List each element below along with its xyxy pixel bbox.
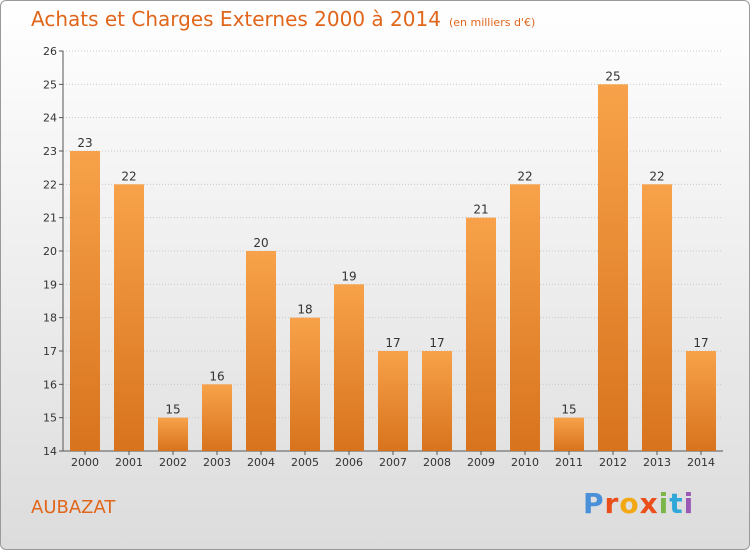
x-tick-label-2001: 2001	[115, 456, 143, 469]
data-label-2005: 18	[297, 303, 312, 317]
x-tick-label-2000: 2000	[71, 456, 99, 469]
data-label-2004: 20	[253, 236, 268, 250]
data-label-2013: 22	[649, 169, 664, 183]
bar-2002	[158, 417, 188, 451]
y-tick-label-16: 16	[43, 378, 57, 391]
y-tick-label-19: 19	[43, 278, 57, 291]
y-tick-label-22: 22	[43, 178, 57, 191]
bar-2010	[510, 184, 540, 452]
x-tick-label-2003: 2003	[203, 456, 231, 469]
bar-2000	[70, 151, 100, 451]
data-label-2000: 23	[77, 136, 92, 150]
proxiti-logo: Proxiti	[583, 487, 695, 520]
bar-2005	[290, 317, 320, 451]
x-tick-label-2009: 2009	[467, 456, 495, 469]
data-label-2012: 25	[605, 69, 620, 83]
x-tick-label-2006: 2006	[335, 456, 363, 469]
x-tick-label-2005: 2005	[291, 456, 319, 469]
bar-2012	[598, 84, 628, 451]
bar-2014	[686, 351, 716, 451]
bar-2006	[334, 284, 364, 451]
y-tick-label-26: 26	[43, 45, 57, 58]
y-tick-label-24: 24	[43, 112, 57, 125]
bar-2008	[422, 351, 452, 451]
bar-2013	[642, 184, 672, 452]
y-tick-label-21: 21	[43, 212, 57, 225]
x-tick-label-2004: 2004	[247, 456, 275, 469]
data-label-2007: 17	[385, 336, 400, 350]
data-label-2014: 17	[693, 336, 708, 350]
bars	[70, 84, 716, 452]
data-label-2008: 17	[429, 336, 444, 350]
data-label-2001: 22	[121, 169, 136, 183]
x-tick-label-2011: 2011	[555, 456, 583, 469]
data-label-2002: 15	[165, 403, 180, 417]
y-tick-label-14: 14	[43, 445, 57, 458]
data-label-2003: 16	[209, 369, 224, 383]
bar-2009	[466, 217, 496, 451]
y-tick-label-23: 23	[43, 145, 57, 158]
x-tick-label-2007: 2007	[379, 456, 407, 469]
x-tick-label-2002: 2002	[159, 456, 187, 469]
commune-name: AUBAZAT	[31, 497, 116, 518]
y-tick-label-25: 25	[43, 78, 57, 91]
data-label-2011: 15	[561, 403, 576, 417]
bar-2007	[378, 351, 408, 451]
y-tick-label-18: 18	[43, 312, 57, 325]
y-tick-label-17: 17	[43, 345, 57, 358]
data-label-2010: 22	[517, 169, 532, 183]
chart-subtitle: (en milliers d'€)	[448, 16, 536, 29]
bar-2004	[246, 251, 276, 451]
x-tick-label-2013: 2013	[643, 456, 671, 469]
x-tick-label-2014: 2014	[687, 456, 715, 469]
data-labels: 23 22 15 16 20 18 19 17 17 21 22 15 25 22 17	[77, 69, 708, 416]
chart-title: Achats et Charges Externes 2000 à 2014 (e…	[31, 7, 535, 31]
x-tick-label-2008: 2008	[423, 456, 451, 469]
bar-2003	[202, 384, 232, 451]
data-label-2009: 21	[473, 203, 488, 217]
x-tick-label-2012: 2012	[599, 456, 627, 469]
data-label-2006: 19	[341, 269, 356, 283]
bar-2001	[114, 184, 144, 452]
y-tick-label-15: 15	[43, 412, 57, 425]
y-tick-label-20: 20	[43, 245, 57, 258]
x-tick-label-2010: 2010	[511, 456, 539, 469]
bar-2011	[554, 417, 584, 451]
chart-title-text: Achats et Charges Externes 2000 à 2014	[31, 7, 441, 31]
